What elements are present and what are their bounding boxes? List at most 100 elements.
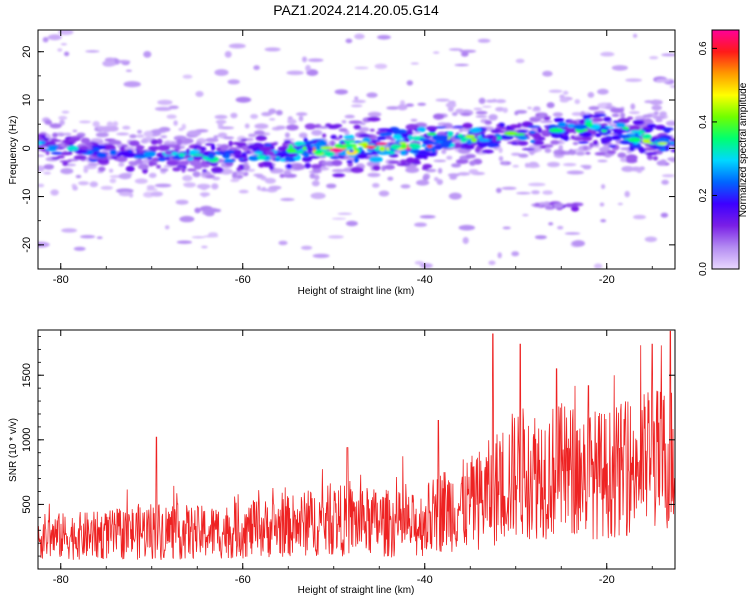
heatmap-cell <box>49 123 62 129</box>
heatmap-cell <box>73 246 86 251</box>
heatmap-cell <box>653 156 658 161</box>
heatmap-cell <box>397 104 408 111</box>
heatmap-cell <box>278 240 288 246</box>
heatmap-cell <box>350 104 363 108</box>
heatmap-cell <box>301 156 313 162</box>
heatmap-cell <box>343 134 355 140</box>
heatmap-cell <box>646 154 653 159</box>
heatmap-cell <box>224 51 232 58</box>
heatmap-cell <box>502 161 508 166</box>
heatmap-cell <box>627 116 634 120</box>
heatmap-cell <box>638 132 643 137</box>
heatmap-cell <box>475 110 488 115</box>
heatmap-cell <box>377 35 391 40</box>
heatmap-cell <box>190 153 204 157</box>
heatmap-cell <box>440 142 451 148</box>
colorbar-tick-label: 0.6 <box>698 41 709 55</box>
heatmap-cell <box>330 134 337 140</box>
heatmap-cell <box>396 129 408 134</box>
spectrogram-panel: -80 -60 -40 -20 -20 -10 0 10 20 Height of strai… <box>8 29 676 297</box>
heatmap-cell <box>597 88 609 95</box>
x-tick-label: -20 <box>599 574 615 586</box>
heatmap-cell <box>514 133 521 136</box>
heatmap-cell <box>134 159 143 164</box>
heatmap-cell <box>559 151 566 155</box>
heatmap-cell <box>660 212 669 218</box>
heatmap-cell <box>91 138 103 142</box>
heatmap-cell <box>390 144 402 150</box>
colorbar-tick-label: 0.2 <box>698 188 709 202</box>
heatmap-cell <box>223 136 235 140</box>
heatmap-cell <box>379 146 386 152</box>
heatmap-cell <box>652 116 666 120</box>
heatmap-cell <box>553 117 565 123</box>
heatmap-cell <box>201 245 208 249</box>
heatmap-cell <box>329 148 343 153</box>
heatmap-cell <box>534 202 541 207</box>
heatmap-cell <box>372 183 380 188</box>
heatmap-cell <box>323 150 335 157</box>
heatmap-cell <box>461 51 469 57</box>
heatmap-cell <box>498 130 508 133</box>
heatmap-cell <box>566 170 584 175</box>
heatmap-cell <box>283 170 292 175</box>
heatmap-cell <box>649 56 659 60</box>
heatmap-cell <box>408 143 421 149</box>
heatmap-cell <box>208 153 215 159</box>
heatmap-cell <box>56 155 65 159</box>
heatmap-cell <box>515 58 525 64</box>
heatmap-cell <box>248 133 257 138</box>
heatmap-cell <box>318 126 329 129</box>
heatmap-cell <box>150 191 163 197</box>
heatmap-cell <box>166 114 177 119</box>
heatmap-cell <box>573 124 588 130</box>
heatmap-cell <box>345 220 358 227</box>
heatmap-cell <box>457 172 471 176</box>
heatmap-cell <box>436 179 443 185</box>
heatmap-cell <box>377 151 391 155</box>
heatmap-cell <box>477 38 491 43</box>
heatmap-cell <box>38 183 45 188</box>
heatmap-cell <box>601 184 606 190</box>
heatmap-cell <box>224 150 235 154</box>
heatmap-cell <box>298 115 304 122</box>
heatmap-cell <box>441 149 447 155</box>
heatmap-cell <box>478 97 486 104</box>
heatmap-cell <box>275 110 283 116</box>
heatmap-cell <box>406 80 413 86</box>
heatmap-cell <box>117 60 131 64</box>
heatmap-cell <box>539 120 554 123</box>
y-tick-label: 20 <box>21 46 33 58</box>
heatmap-cell <box>451 112 458 116</box>
heatmap-cell <box>372 165 381 171</box>
snr-y-axis: 500 1000 1500 <box>21 336 675 570</box>
heatmap-cell <box>173 120 178 126</box>
heatmap-cell <box>300 245 313 250</box>
heatmap-cell <box>516 192 531 195</box>
heatmap-cell <box>369 156 383 163</box>
heatmap-cell <box>66 145 79 151</box>
heatmap-cell <box>558 145 563 151</box>
heatmap-cell <box>182 74 193 79</box>
heatmap-cell <box>308 58 324 62</box>
heatmap-cell <box>175 199 189 205</box>
heatmap-cell <box>669 141 675 145</box>
heatmap-cell <box>220 144 229 151</box>
heatmap-cell <box>572 202 578 208</box>
heatmap-cell <box>125 69 133 72</box>
heatmap-cell <box>280 198 295 201</box>
heatmap-cell <box>116 156 128 163</box>
heatmap-cell <box>189 159 201 167</box>
heatmap-cell <box>143 150 156 158</box>
heatmap-cell <box>532 140 545 146</box>
heatmap-cell <box>517 129 529 133</box>
colorbar-gradient <box>712 30 739 269</box>
heatmap-cell <box>557 225 564 230</box>
heatmap-cell <box>72 186 78 191</box>
heatmap-cell <box>102 60 116 67</box>
heatmap-cell <box>376 142 388 146</box>
heatmap-cell <box>496 187 502 194</box>
heatmap-cell <box>405 167 420 173</box>
heatmap-cell <box>522 213 529 217</box>
heatmap-cell <box>286 124 299 131</box>
